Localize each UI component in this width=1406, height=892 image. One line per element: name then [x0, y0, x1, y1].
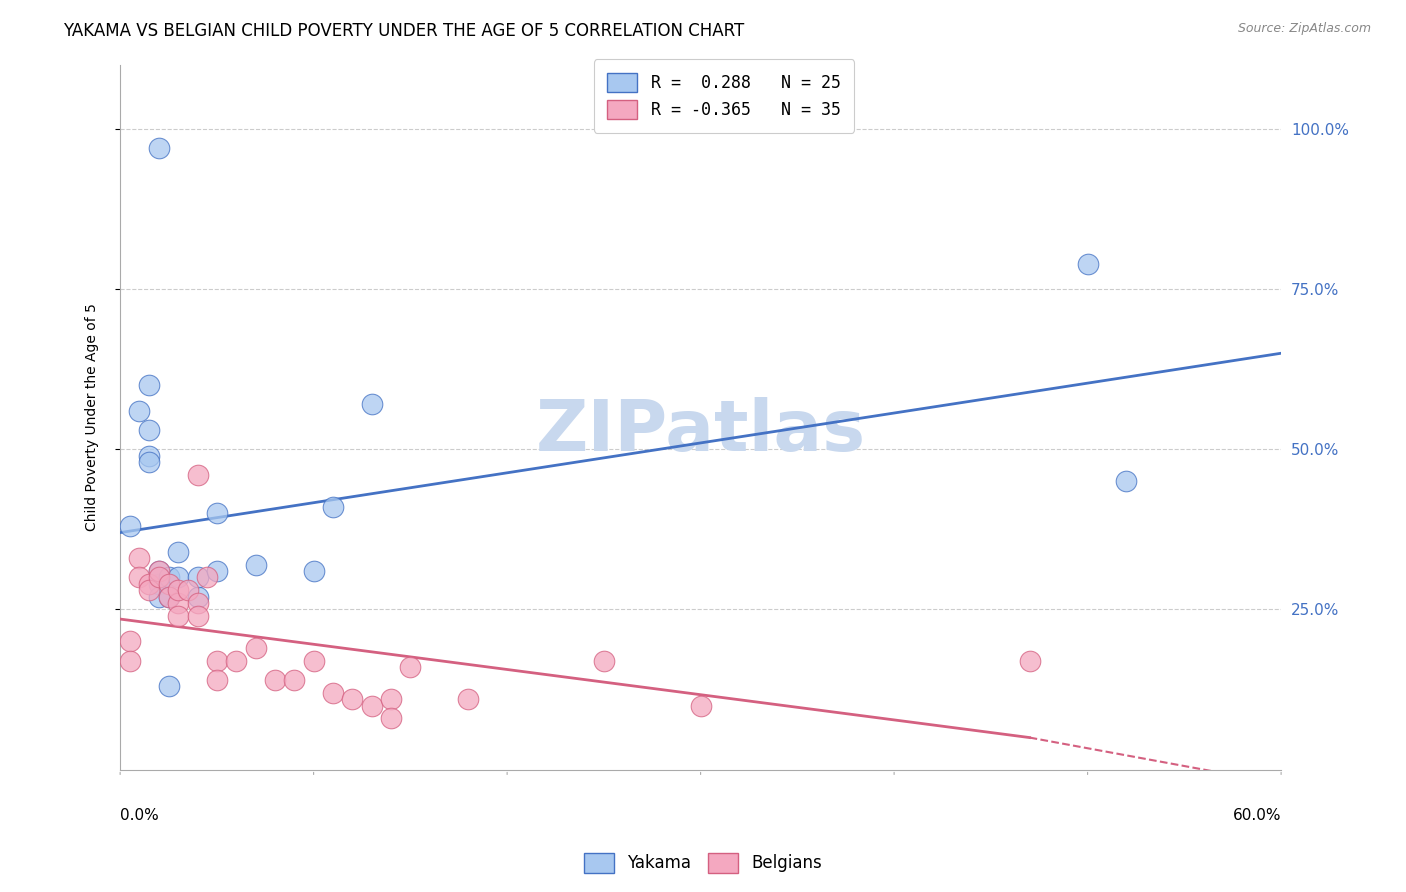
Point — [167, 545, 190, 559]
Point — [1077, 256, 1099, 270]
Point — [186, 467, 208, 482]
Legend: Yakama, Belgians: Yakama, Belgians — [578, 847, 828, 880]
Point — [360, 397, 382, 411]
Point — [157, 590, 180, 604]
Point — [157, 570, 180, 584]
Point — [148, 570, 170, 584]
Point — [118, 519, 141, 533]
Point — [592, 654, 614, 668]
Point — [128, 551, 150, 566]
Point — [138, 455, 160, 469]
Point — [167, 608, 190, 623]
Point — [128, 570, 150, 584]
Point — [118, 634, 141, 648]
Y-axis label: Child Poverty Under the Age of 5: Child Poverty Under the Age of 5 — [86, 303, 100, 532]
Text: 60.0%: 60.0% — [1233, 808, 1281, 823]
Point — [283, 673, 305, 687]
Point — [225, 654, 247, 668]
Text: 0.0%: 0.0% — [120, 808, 159, 823]
Point — [167, 596, 190, 610]
Point — [148, 590, 170, 604]
Point — [689, 698, 711, 713]
Point — [118, 654, 141, 668]
Point — [380, 692, 402, 706]
Point — [138, 378, 160, 392]
Point — [195, 570, 218, 584]
Point — [360, 698, 382, 713]
Point — [138, 449, 160, 463]
Text: ZIPatlas: ZIPatlas — [536, 397, 866, 466]
Point — [186, 608, 208, 623]
Point — [205, 507, 228, 521]
Point — [302, 564, 325, 578]
Point — [245, 640, 267, 655]
Point — [138, 423, 160, 437]
Point — [138, 583, 160, 598]
Point — [1018, 654, 1040, 668]
Point — [167, 583, 190, 598]
Point — [148, 564, 170, 578]
Point — [157, 577, 180, 591]
Point — [322, 686, 344, 700]
Point — [177, 583, 200, 598]
Point — [128, 404, 150, 418]
Point — [399, 660, 422, 674]
Point — [138, 577, 160, 591]
Point — [322, 500, 344, 514]
Point — [342, 692, 364, 706]
Point — [205, 564, 228, 578]
Point — [302, 654, 325, 668]
Point — [167, 570, 190, 584]
Point — [380, 711, 402, 725]
Point — [205, 673, 228, 687]
Point — [148, 577, 170, 591]
Point — [1115, 475, 1137, 489]
Point — [186, 570, 208, 584]
Point — [457, 692, 479, 706]
Text: YAKAMA VS BELGIAN CHILD POVERTY UNDER THE AGE OF 5 CORRELATION CHART: YAKAMA VS BELGIAN CHILD POVERTY UNDER TH… — [63, 22, 745, 40]
Point — [157, 679, 180, 693]
Point — [264, 673, 287, 687]
Point — [205, 654, 228, 668]
Legend: R =  0.288   N = 25, R = -0.365   N = 35: R = 0.288 N = 25, R = -0.365 N = 35 — [593, 59, 853, 133]
Point — [157, 590, 180, 604]
Point — [148, 141, 170, 155]
Text: Source: ZipAtlas.com: Source: ZipAtlas.com — [1237, 22, 1371, 36]
Point — [186, 590, 208, 604]
Point — [148, 564, 170, 578]
Point — [245, 558, 267, 572]
Point — [186, 596, 208, 610]
